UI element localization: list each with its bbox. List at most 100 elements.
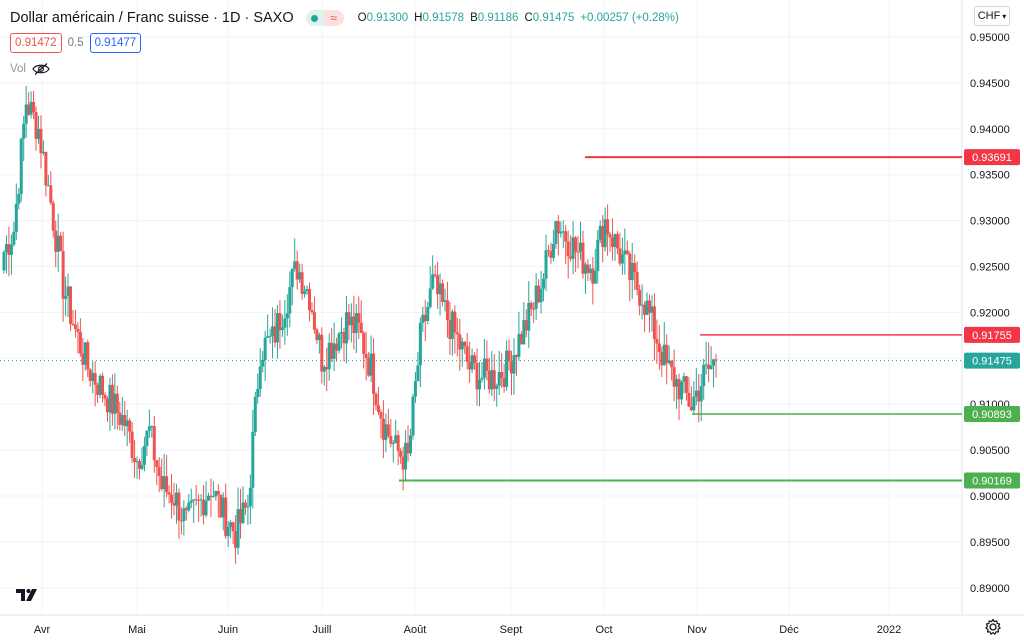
candle-body [229,522,233,527]
candle-body [588,268,592,273]
candle-body [477,379,481,390]
candle-body [312,312,316,330]
candle-body [603,219,607,248]
tradingview-logo-icon[interactable] [12,580,42,608]
candle-body [199,499,203,501]
candle-body [34,112,38,139]
candle-body [268,335,272,337]
candle-body [73,324,77,329]
price-tick-label: 0.90000 [970,491,1010,503]
candle-body [665,344,669,364]
currency-selector[interactable]: CHF ▾ [974,6,1010,26]
candle-body [147,426,151,431]
candle-body [571,237,575,259]
candle-body [640,304,644,306]
candle-body [177,492,181,521]
candle-body [303,291,307,294]
candle-body [672,367,676,387]
candle-body [519,334,523,345]
candle-body [704,364,708,366]
candle-body [684,376,688,393]
candle-body [712,359,716,366]
candle-body [315,329,319,341]
high-label: H [414,12,423,24]
close-label: C [524,12,533,24]
candle-body [209,495,213,498]
candle-body [431,274,435,289]
candle-body [566,241,570,257]
candle-body [379,412,383,419]
candle-body [219,494,223,518]
change-value: +0.00257 (+0.28%) [580,12,679,24]
candle-body [512,355,516,374]
status-indicators[interactable]: ≈ [305,10,344,26]
candle-body [271,326,275,336]
time-tick-label: Déc [779,624,799,636]
candle-body [56,235,60,252]
candle-body [120,415,124,425]
candle-body [310,310,314,313]
price-scale[interactable]: 0.95000 0.94500 0.94000 0.93500 0.93000 0.925… [970,32,1010,595]
candle-body [404,442,408,470]
candle-body [381,418,385,440]
candle-body [14,203,18,232]
candle-body [172,502,176,506]
candle-body [522,320,526,345]
candle-body [514,355,518,358]
high-value: 0.91578 [422,12,465,24]
symbol-title[interactable]: Dollar américain / Franc suisse · 1D · S… [10,10,294,26]
candle-body [86,342,90,370]
candle-body [593,271,597,284]
time-tick-label: Avr [34,624,51,636]
candle-body [194,499,198,501]
candle-body [170,494,174,503]
candle-body [372,353,376,394]
candle-body [485,358,489,371]
candle-body [401,456,405,470]
candle-body [438,283,442,295]
time-tick-label: Août [404,624,427,636]
gear-icon[interactable] [984,618,1002,636]
candle-body [349,316,353,326]
candle-body [46,185,50,187]
candle-body [165,476,169,493]
candle-body [413,381,417,397]
candle-body [108,384,112,413]
candle-body [556,221,560,234]
candle-body [399,450,403,457]
eye-crossed-icon[interactable] [32,62,50,76]
candle-body [187,502,191,511]
candle-body [546,250,550,252]
candle-body [204,500,208,516]
candles [2,85,718,564]
candle-body [88,369,92,381]
sell-button[interactable]: 0.91472 [10,33,62,53]
level-price-tag [964,149,1020,166]
candle-body [155,460,159,468]
candle-body [49,185,53,203]
level-price-tag [964,472,1020,489]
close-value: 0.91475 [532,12,575,24]
candle-body [458,334,462,350]
candle-body [709,365,713,370]
candle-body [295,261,299,280]
candle-body [423,314,427,322]
candle-body [406,442,410,454]
candle-body [601,226,605,248]
candle-body [344,312,348,344]
candle-body [128,420,132,432]
candle-body [475,363,479,390]
candle-body [162,476,166,490]
candle-body [44,151,48,186]
candle-body [650,306,654,313]
time-scale[interactable]: Avr Mai Juin Juill Août Sept Oct Nov Déc 2022 [34,624,901,636]
candle-body [354,313,358,334]
candle-body [677,379,681,400]
symbol-header: Dollar américain / Franc suisse · 1D · S… [10,8,679,28]
time-tick-label: Juill [313,624,332,636]
buy-button[interactable]: 0.91477 [89,33,142,53]
candle-body [692,396,696,411]
candle-body [263,337,267,360]
candle-body [660,352,664,366]
